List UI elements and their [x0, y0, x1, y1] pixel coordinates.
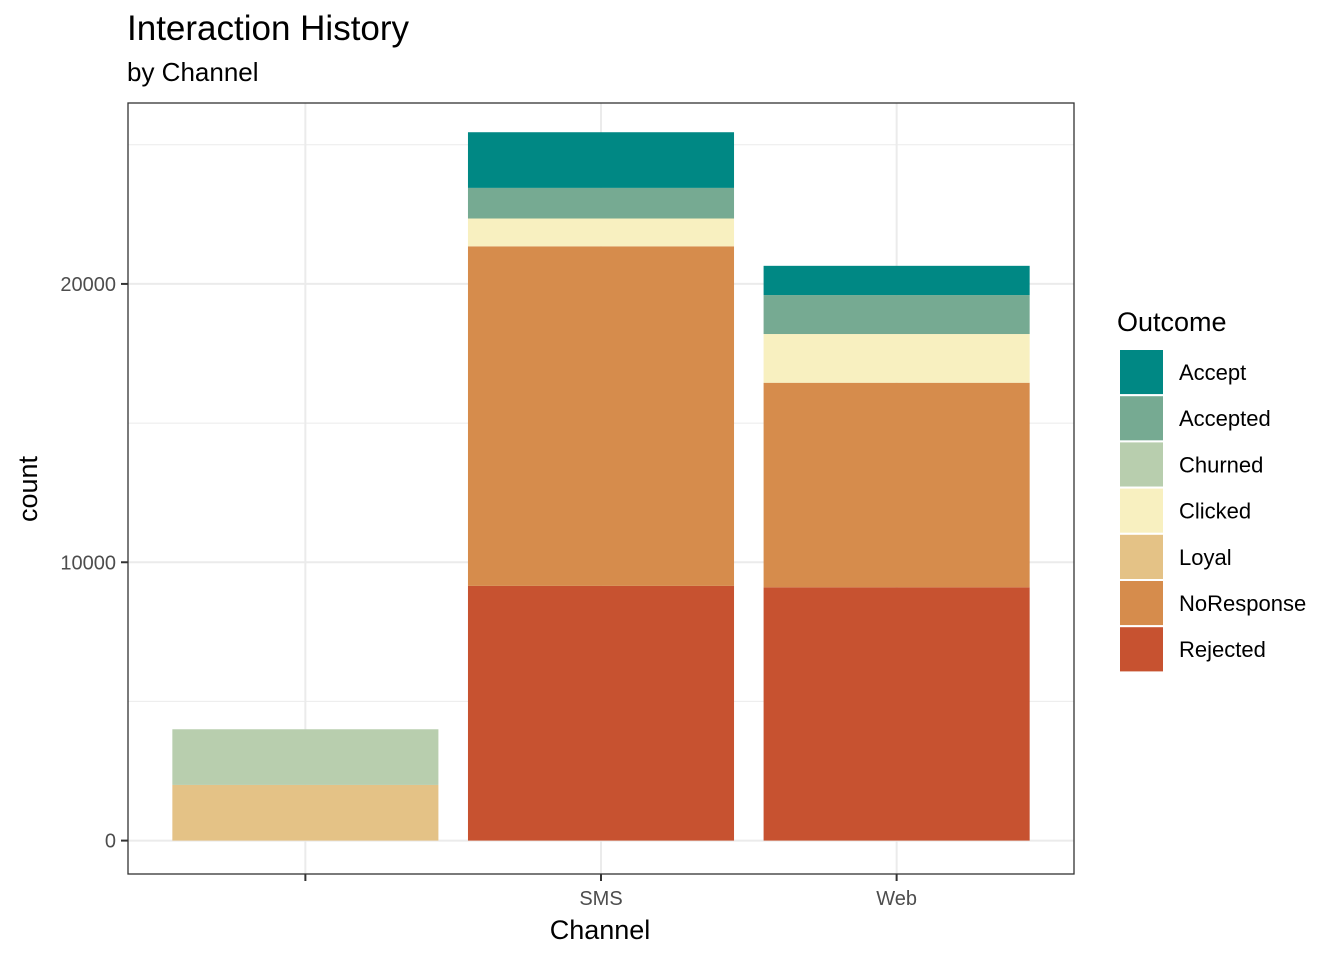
bar-noresponse-web: [763, 382, 1030, 588]
y-axis-title: count: [13, 455, 43, 522]
bar-churned-blank: [172, 729, 439, 785]
legend-label-rejected: Rejected: [1179, 637, 1266, 662]
legend-label-accepted: Accepted: [1179, 406, 1271, 431]
bar-loyal-blank: [172, 784, 439, 841]
legend-label-loyal: Loyal: [1179, 545, 1232, 570]
y-tick-label: 0: [105, 831, 116, 853]
bar-accept-sms: [467, 132, 735, 188]
bar-rejected-sms: [467, 585, 735, 841]
y-tick-label: 10000: [60, 552, 116, 574]
bar-accepted-sms: [467, 187, 735, 219]
bar-noresponse-sms: [467, 246, 735, 586]
legend: Outcome Accept Accepted Churned Clicked Loya…: [1117, 307, 1306, 674]
bar-clicked-web: [763, 334, 1030, 383]
legend-key-rejected: [1118, 625, 1165, 674]
legend-label-noresponse: NoResponse: [1179, 591, 1306, 616]
legend-key-churned: [1118, 440, 1165, 489]
chart-subtitle: by Channel: [127, 57, 259, 87]
x-tick-label: Web: [876, 888, 917, 910]
bar-accept-web: [763, 265, 1030, 296]
y-tick-label: 20000: [60, 274, 116, 296]
legend-label-clicked: Clicked: [1179, 499, 1251, 524]
chart-title: Interaction History: [127, 9, 410, 48]
legend-key-noresponse: [1118, 579, 1165, 628]
legend-key-accepted: [1118, 394, 1165, 443]
bar-accepted-web: [763, 295, 1030, 335]
legend-key-clicked: [1118, 486, 1165, 535]
bar-clicked-sms: [467, 218, 735, 247]
legend-title: Outcome: [1117, 307, 1227, 337]
plot-panel: 0 10000 20000 SMS Web: [60, 102, 1075, 910]
x-tick-label: SMS: [579, 888, 622, 910]
legend-label-accept: Accept: [1179, 360, 1246, 385]
legend-label-churned: Churned: [1179, 452, 1263, 477]
bar-rejected-web: [763, 587, 1030, 841]
legend-key-accept: [1118, 348, 1165, 397]
x-axis-title: Channel: [550, 915, 651, 945]
legend-key-loyal: [1118, 532, 1165, 581]
